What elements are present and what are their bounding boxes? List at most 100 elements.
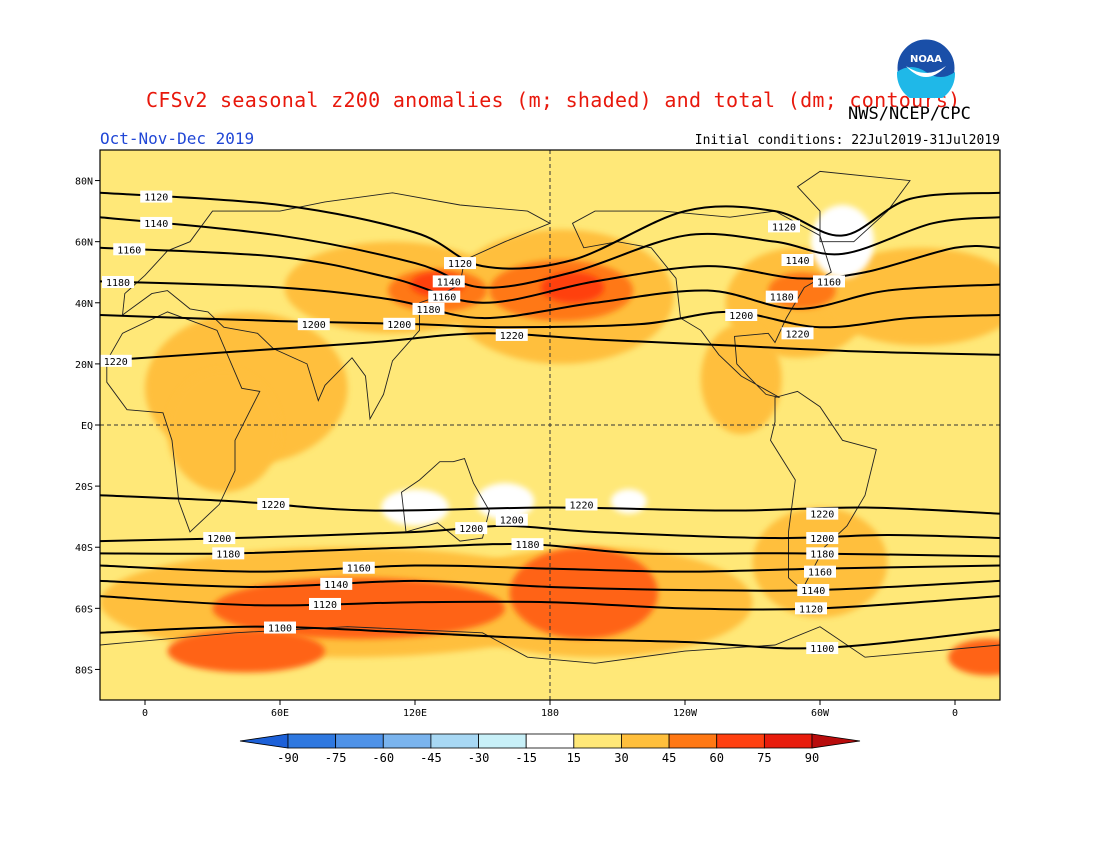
contour-label-bg xyxy=(806,642,839,655)
initial-conditions-label: Initial conditions: 22Jul2019-31Jul2019 xyxy=(694,133,1000,148)
contour-label: 1200 xyxy=(806,532,839,545)
anomaly-region xyxy=(700,324,782,435)
contour-label-bg xyxy=(203,532,236,545)
contour-label-bg xyxy=(113,243,146,256)
coastline xyxy=(100,626,1000,700)
noaa-logo-icon: NOAA xyxy=(896,38,956,98)
contour-label-bg xyxy=(781,327,814,340)
contour-label-text: 1200 xyxy=(810,534,834,545)
contour-label: 1160 xyxy=(804,565,836,579)
lat-tick-label: 80N xyxy=(75,177,93,188)
contour-label: 1200 xyxy=(383,317,416,331)
contour-line xyxy=(100,332,1000,362)
contour-line xyxy=(100,244,1000,304)
contour-label-bg xyxy=(342,561,375,574)
contour-label: 1120 xyxy=(309,597,341,611)
contour-label: 1180 xyxy=(412,302,445,316)
anomaly-region xyxy=(541,272,604,303)
contour-label-text: 1220 xyxy=(810,510,834,521)
contour-label: 1160 xyxy=(342,561,375,575)
contour-label-bg xyxy=(768,220,800,233)
contour-label-bg xyxy=(444,257,476,270)
contour-label: 1200 xyxy=(725,309,758,322)
contour-label-bg xyxy=(797,584,830,596)
contour-label-bg xyxy=(765,290,798,303)
contour-label-text: 1120 xyxy=(448,259,472,270)
contour-label-text: 1100 xyxy=(268,624,292,635)
lat-tick-label: 60N xyxy=(75,238,93,249)
lat-tick-label: 20N xyxy=(75,360,93,371)
contour-label-bg xyxy=(102,276,134,288)
contour-labels: 1120114011601180120012201220120011801160… xyxy=(100,190,845,655)
contour-label-text: 1160 xyxy=(817,277,841,288)
contour-label: 1200 xyxy=(297,318,330,331)
lat-tick-label: EQ xyxy=(81,421,93,432)
contour-label: 1160 xyxy=(113,243,146,256)
contour-label-text: 1220 xyxy=(500,331,524,342)
contour-label: 1180 xyxy=(511,538,544,551)
contour-label-bg xyxy=(100,354,132,367)
contour-label-bg xyxy=(140,190,173,203)
contour-label: 1140 xyxy=(781,254,814,267)
contour-label-bg xyxy=(565,498,598,511)
contour-label-bg xyxy=(455,522,488,535)
contour-label: 1140 xyxy=(140,216,173,230)
contour-label: 1160 xyxy=(813,275,845,288)
lat-tick-label: 40N xyxy=(75,299,93,310)
contour-label-text: 1220 xyxy=(785,329,809,340)
contour-label: 1180 xyxy=(212,547,245,560)
contour-label-bg xyxy=(813,275,845,288)
contour-label: 1180 xyxy=(806,547,839,560)
contour-label-text: 1200 xyxy=(500,516,524,527)
contour-label-text: 1100 xyxy=(810,644,834,655)
contour-label-text: 1220 xyxy=(104,357,128,368)
lat-tick-label: 60S xyxy=(75,604,93,615)
contour-label-bg xyxy=(320,577,353,590)
contour-line xyxy=(100,494,1000,515)
contour-label-text: 1160 xyxy=(432,293,456,304)
contour-label-bg xyxy=(511,538,544,551)
contour-label: 1180 xyxy=(765,290,798,304)
contour-label-text: 1180 xyxy=(515,540,539,551)
coastline xyxy=(796,170,911,243)
anomaly-region xyxy=(475,483,535,520)
contour-label: 1140 xyxy=(797,584,830,597)
contour-label: 1120 xyxy=(768,220,800,233)
contour-line xyxy=(100,191,1000,270)
contour-label-bg xyxy=(806,532,839,545)
contour-label-bg xyxy=(412,302,445,315)
contour-label-text: 1160 xyxy=(117,245,141,256)
contour-label-bg xyxy=(383,317,416,330)
contour-label-text: 1180 xyxy=(770,293,794,304)
lon-tick-label: 180 xyxy=(541,708,559,719)
anomaly-region xyxy=(167,370,280,493)
contour-label-bg xyxy=(432,275,465,288)
contour-label: 1200 xyxy=(203,532,236,545)
contour-label-text: 1200 xyxy=(207,534,231,545)
contour-line xyxy=(100,280,1000,320)
chart-title: CFSv2 seasonal z200 anomalies (m; shaded… xyxy=(146,88,961,112)
contour-label-bg xyxy=(806,507,839,520)
contour-label-bg xyxy=(257,497,290,510)
contour-label-bg xyxy=(309,597,341,610)
lat-tick-label: 40S xyxy=(75,543,93,554)
contour-label-bg xyxy=(495,513,528,526)
contour-label: 1120 xyxy=(140,190,173,204)
contour-label-bg xyxy=(297,318,330,331)
contour-label: 1200 xyxy=(495,513,528,527)
contour-label: 1180 xyxy=(102,276,134,289)
contour-label-text: 1200 xyxy=(459,524,483,535)
anomaly-region xyxy=(509,547,658,639)
anomaly-region xyxy=(752,507,888,618)
contour-label: 1220 xyxy=(100,354,132,368)
contour-label: 1140 xyxy=(320,577,353,591)
contour-label-text: 1140 xyxy=(801,586,825,597)
contour-label-text: 1120 xyxy=(772,222,796,233)
lon-tick-label: 0 xyxy=(952,708,958,719)
coastline xyxy=(770,390,877,591)
contour-label: 1120 xyxy=(795,602,827,615)
lon-tick-label: 0 xyxy=(142,708,148,719)
contour-label-text: 1180 xyxy=(106,278,130,289)
coastline xyxy=(121,192,552,421)
